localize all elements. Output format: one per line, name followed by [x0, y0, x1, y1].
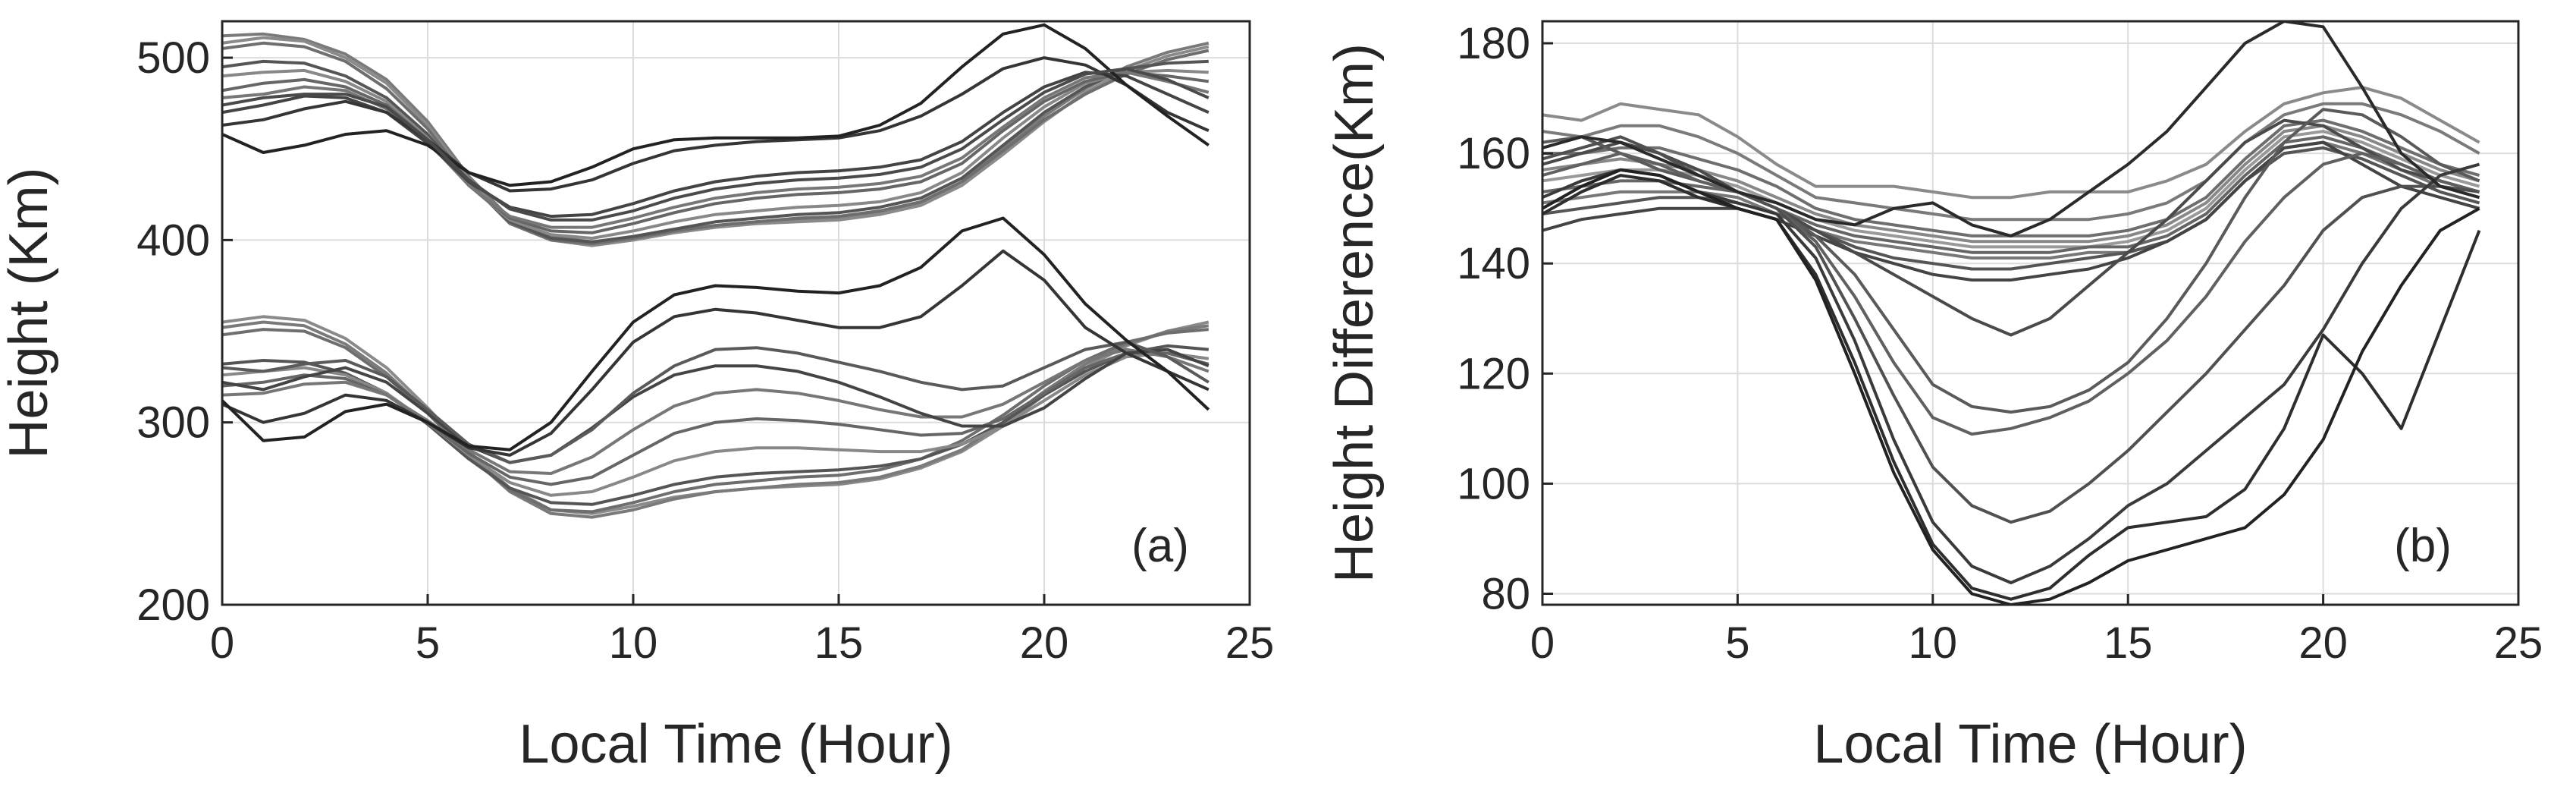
series-line-upper-11: [222, 67, 1210, 222]
series-group: [222, 23, 1210, 519]
x-tick-label: 15: [2104, 618, 2153, 668]
series-line-upper-10: [222, 23, 1210, 187]
y-axis-label: Height (Km): [0, 167, 59, 458]
series-line-lower-7: [222, 348, 1210, 475]
series-line-upper-9: [222, 56, 1210, 193]
series-line-upper-4: [222, 59, 1209, 244]
y-tick-label: 500: [136, 33, 210, 83]
panel-a: 0 5 10 15 20 25 200 300 400 500 Local Time (Hour) H…: [0, 20, 1275, 775]
y-tick-label: 120: [1457, 349, 1530, 398]
x-tick-label: 20: [1020, 618, 1069, 668]
panel-label: (b): [2394, 520, 2452, 572]
series-line-diff-16: [1542, 168, 2480, 605]
series-line-upper-5: [222, 68, 1209, 240]
series-line-lower-11: [222, 216, 1210, 451]
panel-label: (a): [1131, 520, 1189, 572]
y-tick-label: 100: [1457, 459, 1530, 508]
series-line-diff-6: [1542, 135, 2480, 254]
x-axis-label: Local Time (Hour): [519, 714, 952, 775]
y-tick-label: 200: [136, 580, 210, 630]
y-tick-label: 140: [1457, 239, 1530, 288]
y-tick-label: 400: [136, 215, 210, 265]
y-tick-label: 300: [136, 398, 210, 448]
series-line-diff-15: [1542, 174, 2481, 601]
series-line-upper-3: [222, 41, 1210, 246]
series-line-lower-5: [222, 351, 1210, 497]
series-line-lower-10: [222, 249, 1210, 457]
series-group: [1542, 21, 2481, 605]
x-tick-label: 0: [1530, 618, 1555, 668]
axes-box: [221, 20, 1251, 606]
series-line-diff-2: [1542, 102, 2480, 222]
x-tick-label: 25: [2494, 618, 2543, 668]
panel-b: 0 5 10 15 20 25 80 100 120 140 160 180 Local Time (H…: [1324, 19, 2543, 775]
series-line-lower-8: [222, 348, 1210, 464]
series-line-diff-12: [1542, 152, 2480, 436]
x-tick-label: 20: [2298, 618, 2348, 668]
axes-box: [1541, 20, 2520, 606]
y-tick-label: 160: [1457, 129, 1530, 178]
series-line-lower-2: [222, 320, 1210, 519]
x-tick-label: 10: [609, 618, 658, 668]
series-line-diff-1: [1542, 86, 2480, 200]
x-tick-label: 15: [814, 618, 864, 668]
x-tick-label: 25: [1225, 618, 1275, 668]
y-tick-label: 180: [1457, 19, 1530, 68]
series-line-diff-17: [1542, 21, 2480, 237]
series-line-diff-9: [1542, 140, 2480, 282]
y-tick-label: 80: [1481, 569, 1530, 618]
series-line-lower-9: [222, 340, 1210, 464]
y-axis-label: Height Difference(Km): [1324, 43, 1385, 583]
x-tick-label: 5: [1725, 618, 1749, 668]
series-line-diff-10: [1542, 118, 2480, 337]
series-line-upper-6: [222, 71, 1210, 234]
x-tick-label: 0: [210, 618, 234, 668]
x-axis-label: Local Time (Hour): [1813, 714, 2247, 775]
x-tick-label: 10: [1909, 618, 1958, 668]
x-tick-label: 5: [416, 618, 440, 668]
